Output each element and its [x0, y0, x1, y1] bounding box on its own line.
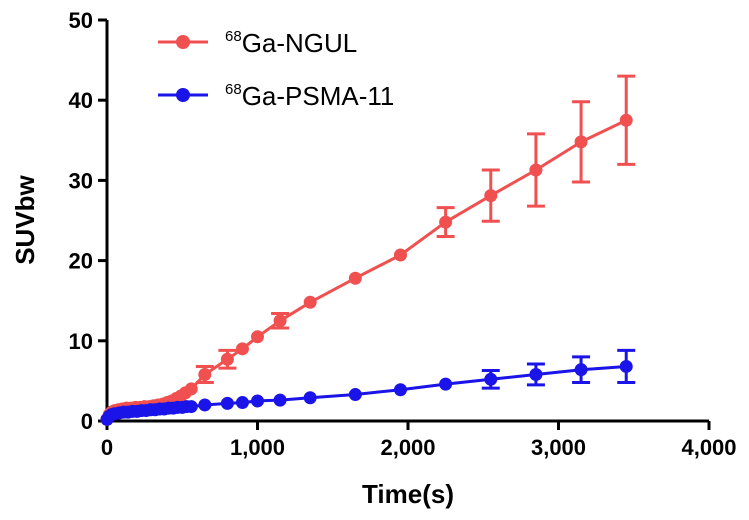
data-point: [439, 215, 453, 229]
data-point: [198, 367, 212, 381]
data-point: [619, 359, 633, 373]
series-psma: [100, 348, 636, 426]
data-point: [574, 363, 588, 377]
data-point: [251, 394, 264, 408]
data-point: [273, 314, 287, 328]
data-point: [393, 383, 407, 397]
data-point: [184, 382, 198, 396]
series-layer: [100, 74, 636, 426]
y-tick-label: 40: [69, 88, 93, 113]
x-tick-label: 4,000: [681, 435, 736, 460]
legend-item-ngul: 68Ga-NGUL: [158, 28, 357, 58]
x-tick-label: 1,000: [230, 435, 285, 460]
y-tick-label: 50: [69, 8, 93, 33]
y-tick-label: 0: [81, 409, 93, 434]
y-tick-label: 30: [69, 168, 93, 193]
data-point: [303, 391, 317, 405]
data-point: [529, 163, 543, 177]
legend-label-ngul: 68Ga-NGUL: [225, 28, 357, 58]
ticks: 0 1,000 2,000 3,000 4,000 0 10 20 30 40 50: [69, 8, 737, 460]
legend-name-psma: Ga-PSMA-11: [242, 81, 395, 111]
data-point: [198, 398, 212, 412]
x-tick-label: 2,000: [380, 435, 435, 460]
data-point: [273, 393, 287, 407]
data-point: [235, 342, 249, 356]
data-point: [303, 295, 317, 309]
data-point: [574, 135, 588, 149]
legend-sup-ngul: 68: [225, 28, 242, 45]
y-axis-label: SUVbw: [10, 174, 40, 264]
x-tick-label: 3,000: [531, 435, 586, 460]
legend: 68Ga-NGUL 68Ga-PSMA-11: [158, 28, 394, 111]
data-point: [348, 271, 362, 285]
legend-item-psma: 68Ga-PSMA-11: [158, 81, 394, 111]
data-point: [348, 388, 362, 402]
y-tick-label: 20: [69, 249, 93, 274]
data-point: [220, 352, 234, 366]
data-point: [619, 113, 633, 127]
legend-swatch-ngul-marker: [176, 35, 190, 49]
data-point: [235, 396, 249, 410]
x-tick-label: 0: [101, 435, 113, 460]
data-point: [484, 189, 498, 203]
data-point: [484, 372, 498, 386]
data-point: [251, 330, 264, 344]
data-point: [439, 377, 453, 391]
axes: [105, 20, 709, 423]
x-axis-label: Time(s): [362, 479, 454, 509]
legend-sup-psma: 68: [225, 81, 242, 98]
legend-name-ngul: Ga-NGUL: [242, 28, 358, 58]
legend-swatch-psma-marker: [176, 88, 190, 102]
data-point: [220, 396, 234, 410]
data-point: [184, 400, 198, 414]
data-point: [393, 248, 407, 262]
legend-label-psma: 68Ga-PSMA-11: [225, 81, 394, 111]
data-point: [529, 367, 543, 381]
y-tick-label: 10: [69, 329, 93, 354]
